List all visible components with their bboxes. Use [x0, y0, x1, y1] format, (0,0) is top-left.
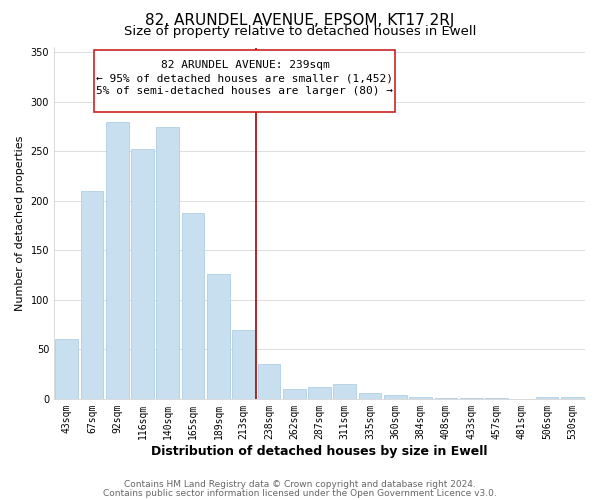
Text: 82, ARUNDEL AVENUE, EPSOM, KT17 2RJ: 82, ARUNDEL AVENUE, EPSOM, KT17 2RJ — [145, 12, 455, 28]
Bar — [55, 340, 78, 399]
Y-axis label: Number of detached properties: Number of detached properties — [15, 136, 25, 311]
Bar — [232, 330, 255, 399]
Bar — [359, 393, 382, 399]
Bar — [207, 274, 230, 399]
FancyBboxPatch shape — [94, 50, 395, 112]
Bar — [334, 384, 356, 399]
Bar — [308, 387, 331, 399]
Bar — [131, 150, 154, 399]
X-axis label: Distribution of detached houses by size in Ewell: Distribution of detached houses by size … — [151, 444, 488, 458]
Bar — [384, 395, 407, 399]
Text: Contains public sector information licensed under the Open Government Licence v3: Contains public sector information licen… — [103, 488, 497, 498]
Bar — [536, 397, 559, 399]
Bar — [434, 398, 457, 399]
Text: Size of property relative to detached houses in Ewell: Size of property relative to detached ho… — [124, 25, 476, 38]
Bar — [182, 213, 205, 399]
Text: ← 95% of detached houses are smaller (1,452): ← 95% of detached houses are smaller (1,… — [97, 73, 394, 83]
Bar — [257, 364, 280, 399]
Text: 82 ARUNDEL AVENUE: 239sqm: 82 ARUNDEL AVENUE: 239sqm — [161, 60, 329, 70]
Bar — [283, 389, 305, 399]
Text: Contains HM Land Registry data © Crown copyright and database right 2024.: Contains HM Land Registry data © Crown c… — [124, 480, 476, 489]
Bar — [106, 122, 128, 399]
Bar — [409, 397, 432, 399]
Bar — [80, 191, 103, 399]
Bar — [157, 126, 179, 399]
Text: 5% of semi-detached houses are larger (80) →: 5% of semi-detached houses are larger (8… — [97, 86, 394, 96]
Bar — [561, 397, 584, 399]
